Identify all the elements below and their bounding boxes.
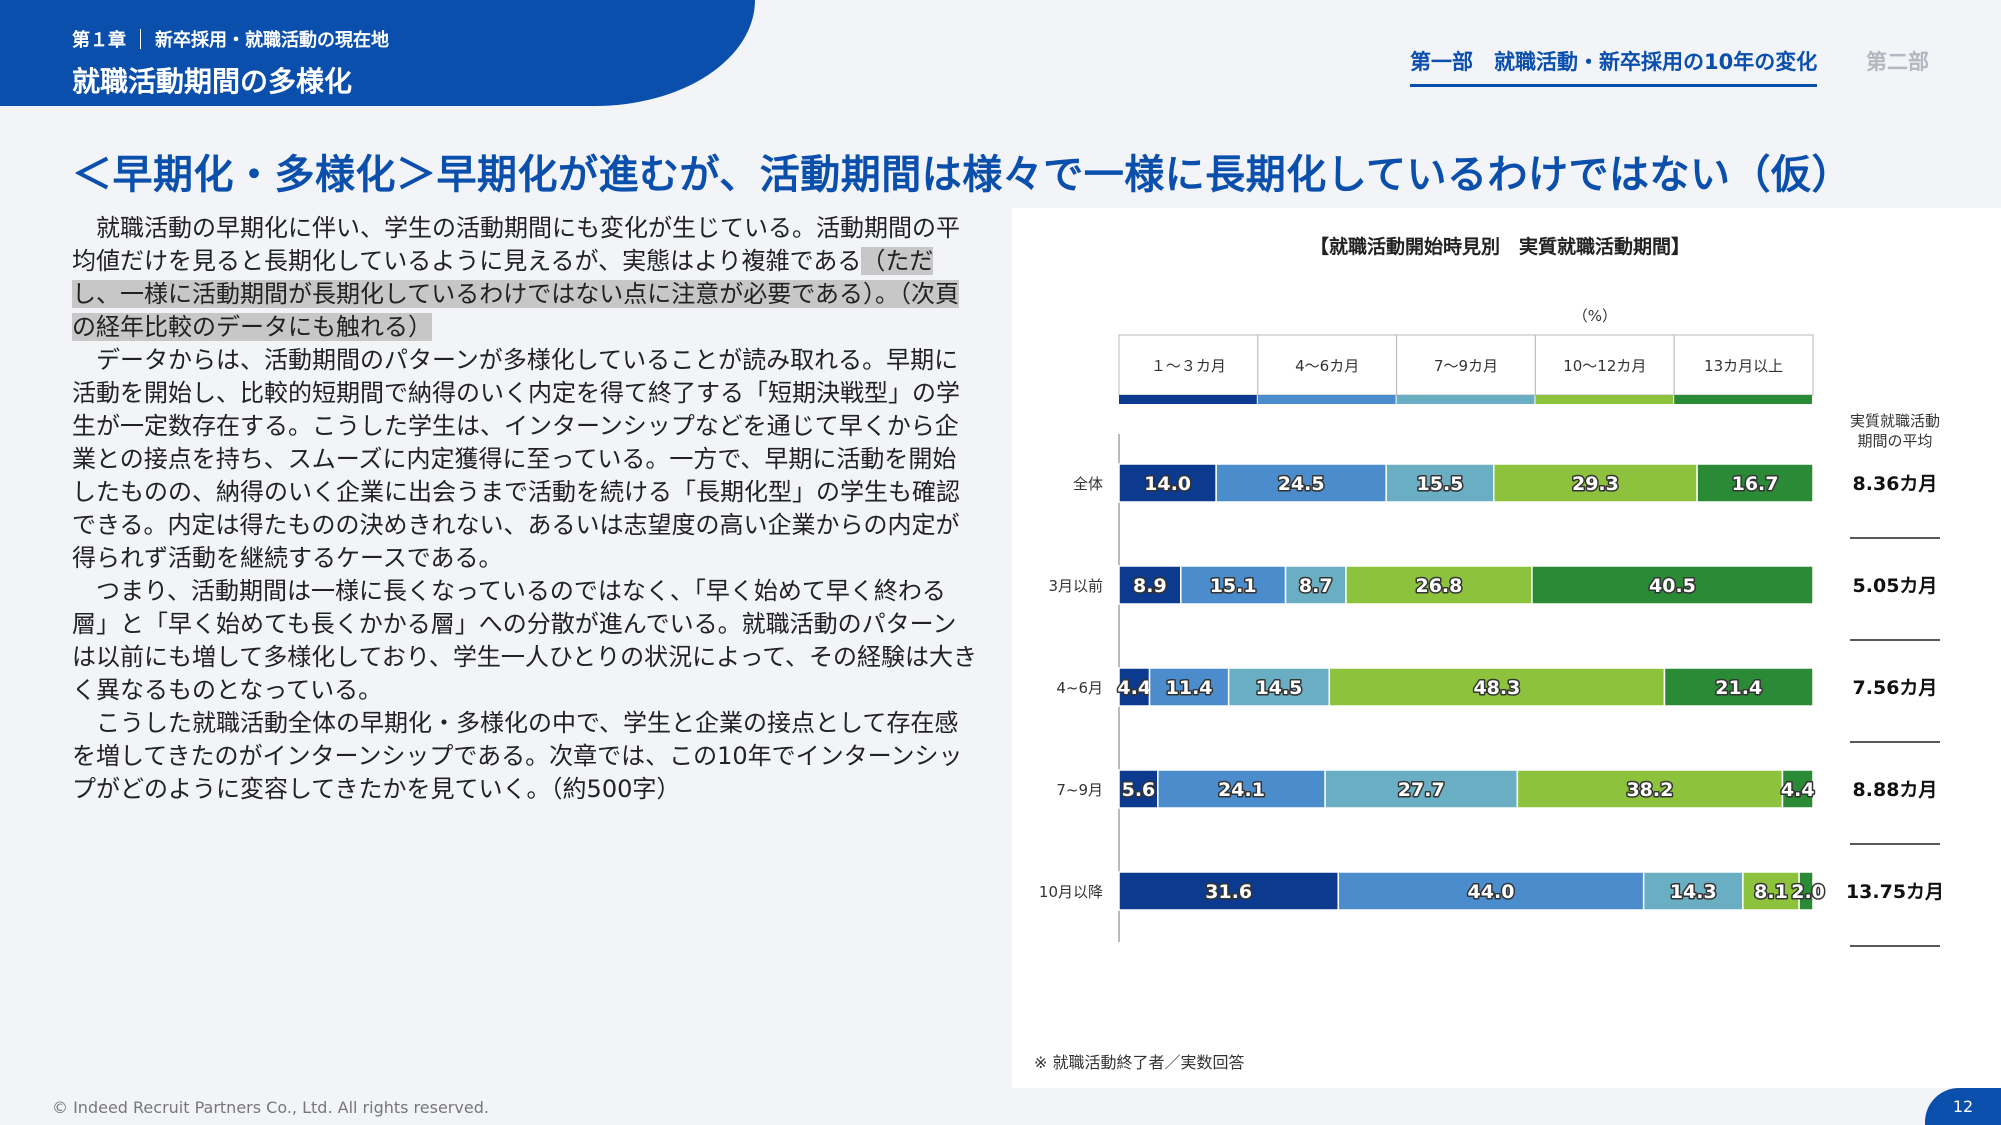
header-banner bbox=[0, 0, 755, 106]
category-label: 全体 bbox=[1073, 475, 1103, 493]
page-headline: ＜早期化・多様化＞早期化が進むが、活動期間は様々で一様に長期化しているわけではな… bbox=[72, 152, 1852, 198]
paragraph-3: つまり、活動期間は一様に長くなっているのではなく、「早く始めて早く終わる層」と「… bbox=[72, 577, 978, 704]
legend-swatch bbox=[1119, 395, 1257, 404]
data-label: 14.0 bbox=[1144, 473, 1191, 495]
bar-segment bbox=[1696, 463, 1814, 503]
legend-swatch bbox=[1535, 395, 1674, 404]
bar-segment bbox=[1118, 667, 1151, 707]
category-label: 7~9月 bbox=[1056, 781, 1103, 799]
data-label: 4.4 bbox=[1117, 677, 1151, 699]
bar-segment bbox=[1324, 769, 1519, 809]
bar-segment bbox=[1118, 871, 1340, 911]
data-label: 31.6 bbox=[1205, 881, 1252, 903]
data-label: 29.3 bbox=[1572, 473, 1619, 495]
data-label: 15.1 bbox=[1210, 575, 1257, 597]
data-label: 44.0 bbox=[1468, 881, 1515, 903]
data-label: 24.1 bbox=[1218, 779, 1265, 801]
bar-segment bbox=[1516, 769, 1784, 809]
chapter-topic: 新卒採用・就職活動の現在地 bbox=[155, 30, 389, 51]
bar-segment bbox=[1781, 769, 1814, 809]
data-label: 2.0 bbox=[1791, 881, 1825, 903]
data-label: 16.7 bbox=[1732, 473, 1779, 495]
data-label: 48.3 bbox=[1473, 677, 1520, 699]
chart-title: 【就職活動開始時見別 実質就職活動期間】 bbox=[1310, 235, 1690, 258]
legend-label: 10～12カ月 bbox=[1563, 357, 1646, 375]
data-label: 26.8 bbox=[1415, 575, 1462, 597]
average-header: 実質就職活動 bbox=[1850, 412, 1940, 430]
data-label: 14.3 bbox=[1670, 881, 1717, 903]
chapter-label: 第１章 新卒採用・就職活動の現在地 bbox=[72, 26, 389, 52]
paragraph-1: 就職活動の早期化に伴い、学生の活動期間にも変化が生じている。活動期間の平均値だけ… bbox=[72, 212, 978, 344]
data-label: 21.4 bbox=[1715, 677, 1762, 699]
bar-segment bbox=[1385, 463, 1495, 503]
bar-segment bbox=[1663, 667, 1814, 707]
bar-segment bbox=[1118, 565, 1182, 605]
stacked-bar-chart: 【就職活動開始時見別 実質就職活動期間】 （%） １～３カ月 4～6カ月 7～9カ月 10… bbox=[1034, 235, 1944, 1072]
chart-footnote: ※ 就職活動終了者／実数回答 bbox=[1034, 1053, 1245, 1072]
average-value: 8.88カ月 bbox=[1853, 779, 1938, 801]
legend-box bbox=[1396, 334, 1536, 396]
chapter-divider bbox=[140, 29, 141, 49]
data-label: 40.5 bbox=[1649, 575, 1696, 597]
data-label: 8.1 bbox=[1754, 881, 1788, 903]
legend-label: 7～9カ月 bbox=[1434, 357, 1498, 375]
category-label: 10月以降 bbox=[1039, 883, 1103, 901]
legend-label: 13カ月以上 bbox=[1704, 357, 1783, 375]
data-label: 38.2 bbox=[1626, 779, 1673, 801]
data-label: 24.5 bbox=[1278, 473, 1325, 495]
body-text: 就職活動の早期化に伴い、学生の活動期間にも変化が生じている。活動期間の平均値だけ… bbox=[72, 212, 978, 806]
average-value: 7.56カ月 bbox=[1853, 677, 1938, 699]
category-label: 3月以前 bbox=[1048, 577, 1103, 595]
bar-segment bbox=[1337, 871, 1645, 911]
copyright-text: © Indeed Recruit Partners Co., Ltd. All … bbox=[52, 1098, 489, 1117]
paragraph-1-text: 就職活動の早期化に伴い、学生の活動期間にも変化が生じている。活動期間の平均値だけ… bbox=[72, 214, 960, 275]
data-label: 8.7 bbox=[1299, 575, 1333, 597]
legend-box bbox=[1534, 334, 1675, 396]
bar-segment bbox=[1493, 463, 1698, 503]
data-label: 14.5 bbox=[1256, 677, 1303, 699]
section-title: 就職活動期間の多様化 bbox=[72, 65, 353, 98]
data-label: 11.4 bbox=[1166, 677, 1213, 699]
paragraph-4: こうした就職活動全体の早期化・多様化の中で、学生と企業の接点として存在感を増して… bbox=[72, 709, 963, 803]
average-value: 5.05カ月 bbox=[1853, 575, 1938, 597]
data-label: 15.5 bbox=[1417, 473, 1464, 495]
bar-segment bbox=[1531, 565, 1814, 605]
legend-swatch bbox=[1257, 395, 1396, 404]
bar-segment bbox=[1798, 871, 1814, 911]
legend-label: １～３カ月 bbox=[1151, 357, 1226, 375]
data-label: 8.9 bbox=[1133, 575, 1167, 597]
bar-segment bbox=[1148, 667, 1230, 707]
paragraph-2: データからは、活動期間のパターンが多様化していることが読み取れる。早期に活動を開… bbox=[72, 346, 960, 572]
chart-panel: 【就職活動開始時見別 実質就職活動期間】 （%） １～３カ月 4～6カ月 7～9カ月 10… bbox=[1012, 208, 2001, 1088]
average-value: 8.36カ月 bbox=[1853, 473, 1938, 495]
bar-segment bbox=[1215, 463, 1387, 503]
average-header: 期間の平均 bbox=[1857, 432, 1932, 450]
data-label: 27.7 bbox=[1398, 779, 1445, 801]
bar-segment bbox=[1227, 667, 1331, 707]
nav-part1-link[interactable]: 第一部 就職活動・新卒採用の10年の変化 bbox=[1410, 46, 1818, 87]
legend-swatch bbox=[1396, 395, 1535, 404]
category-label: 4~6月 bbox=[1056, 679, 1103, 697]
bar-segment bbox=[1118, 463, 1217, 503]
page-number: 12 bbox=[1925, 1088, 2001, 1125]
data-label: 4.4 bbox=[1781, 779, 1815, 801]
nav-part2-link[interactable]: 第二部 bbox=[1866, 50, 1929, 74]
legend-box bbox=[1118, 334, 1259, 396]
data-label: 5.6 bbox=[1122, 779, 1156, 801]
bar-segment bbox=[1118, 769, 1159, 809]
legend-label: 4～6カ月 bbox=[1295, 357, 1359, 375]
legend-swatch bbox=[1674, 395, 1812, 404]
chart-unit: （%） bbox=[1573, 307, 1617, 325]
chapter-number: 第１章 bbox=[72, 30, 126, 51]
bar-segment bbox=[1742, 871, 1800, 911]
average-value: 13.75カ月 bbox=[1846, 881, 1944, 903]
bar-segment bbox=[1328, 667, 1666, 707]
